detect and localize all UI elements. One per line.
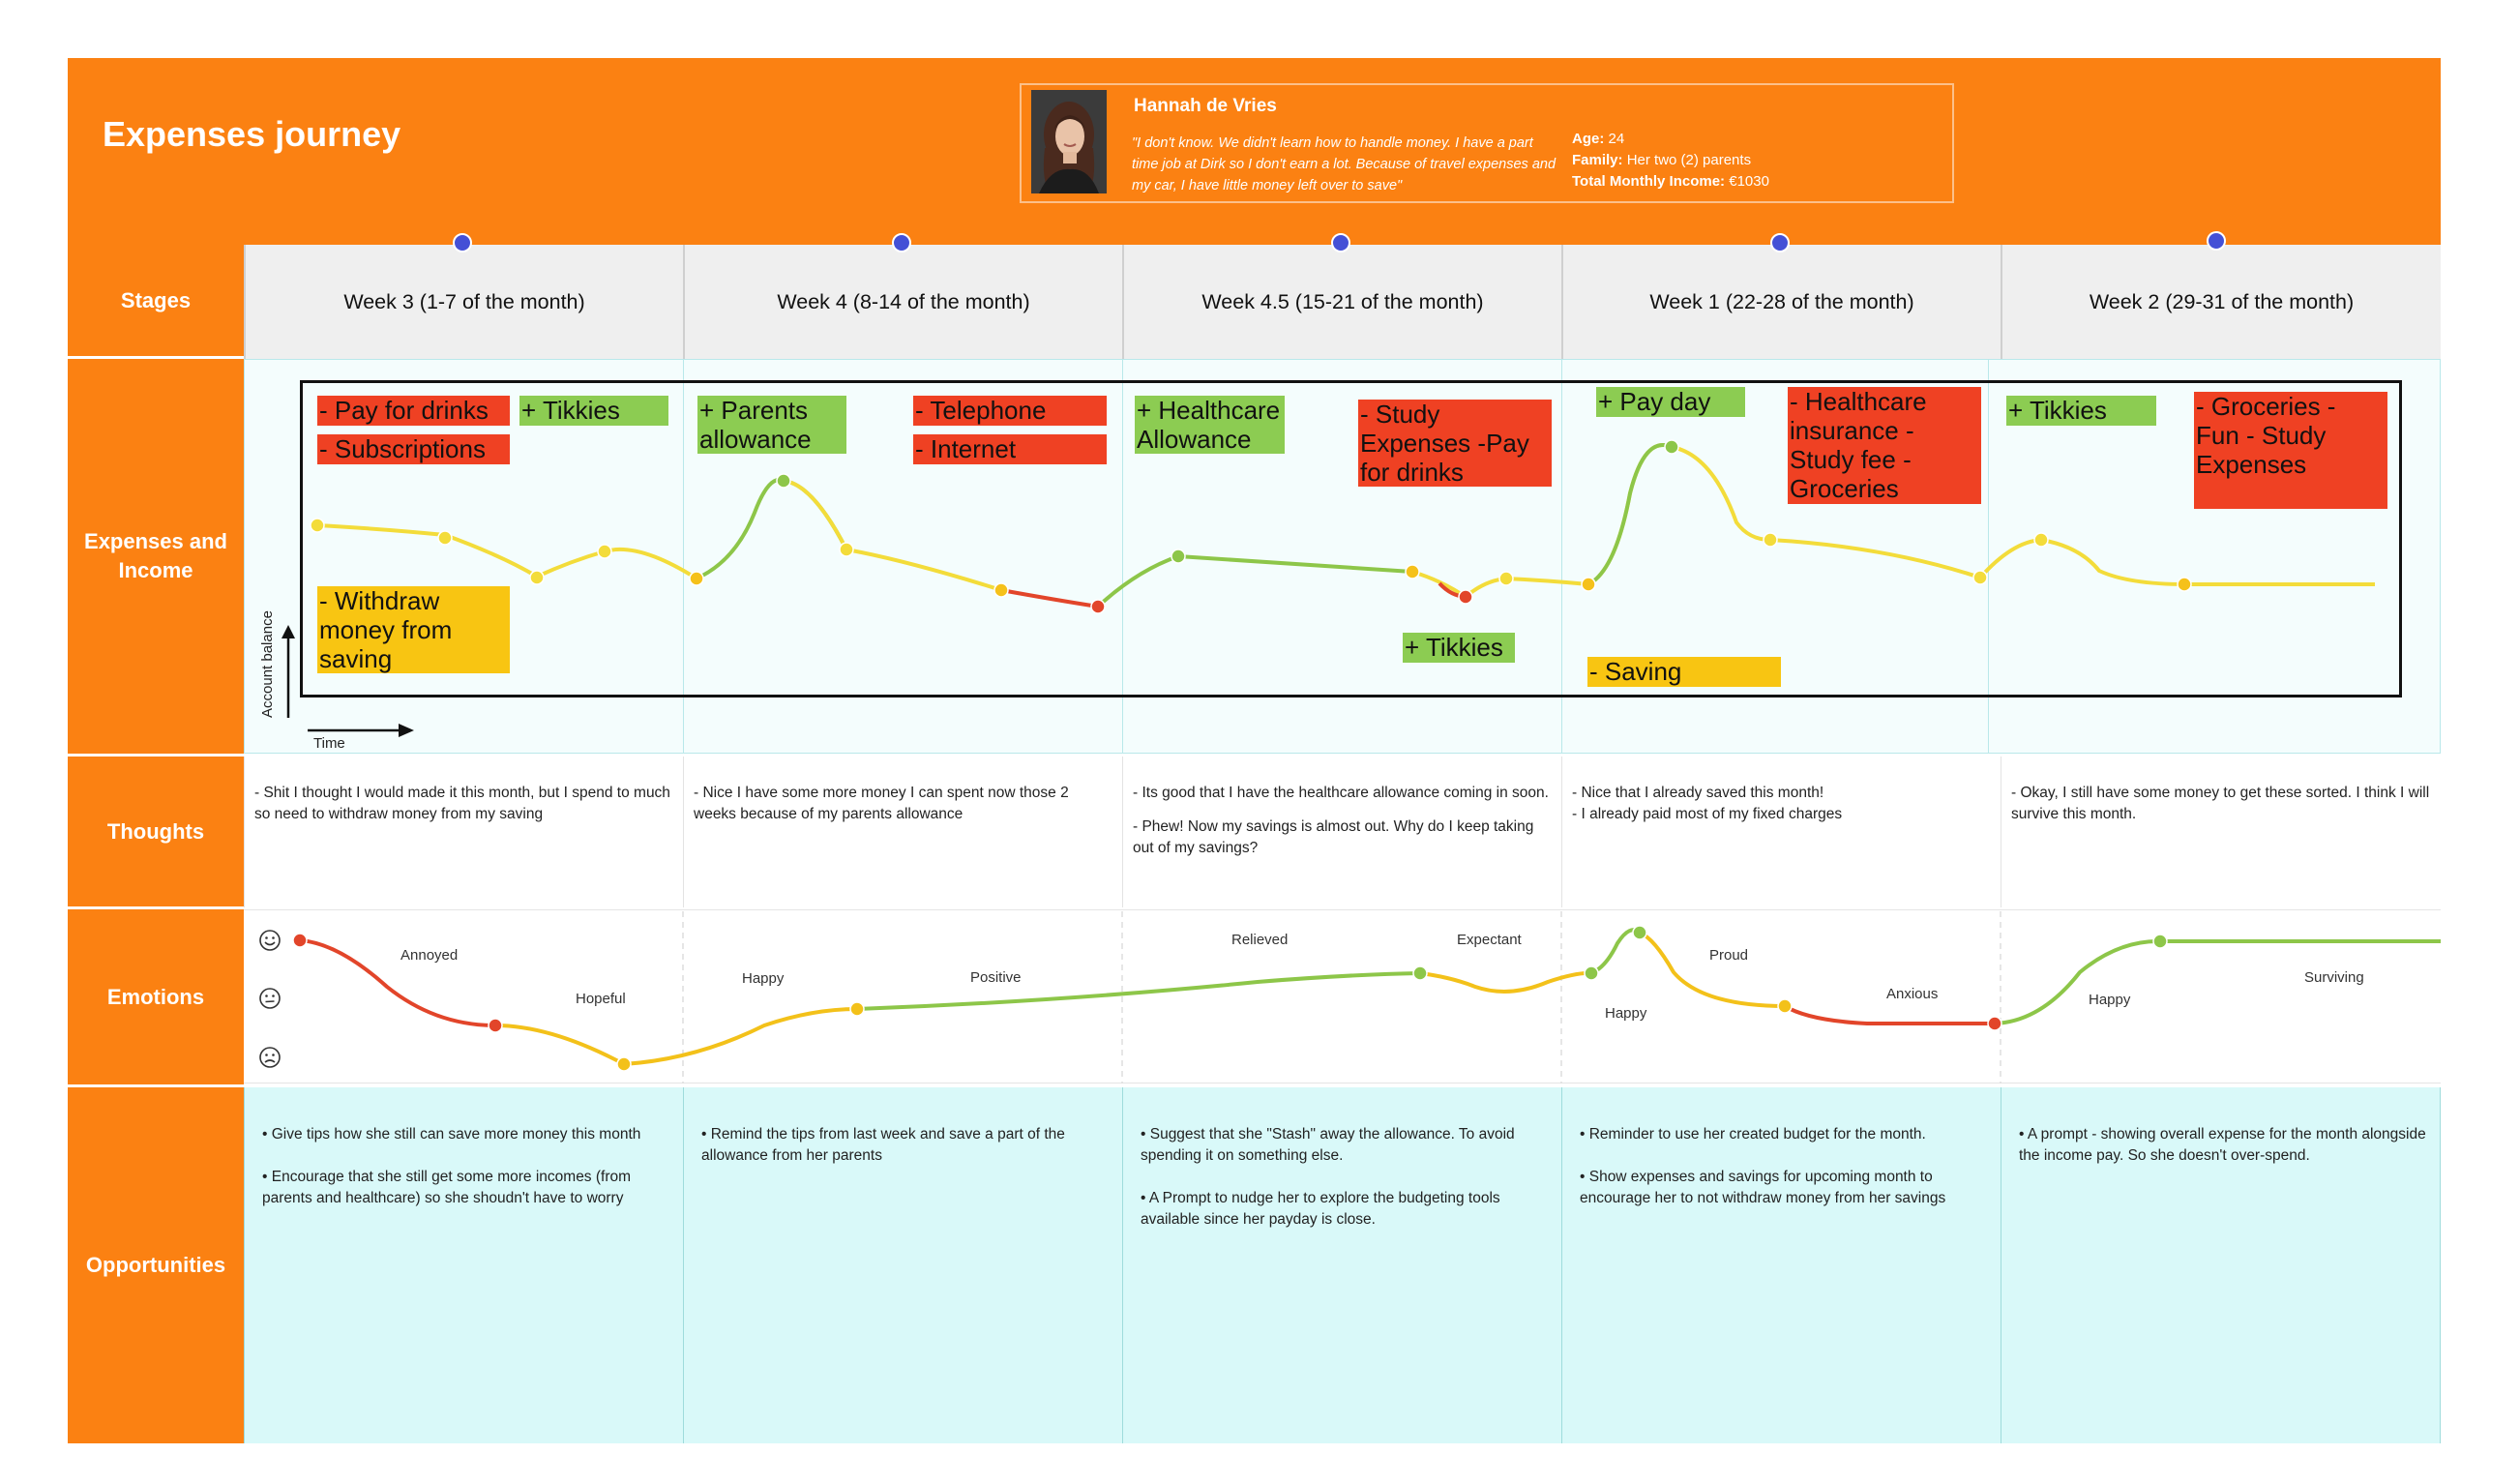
column-divider: [1122, 359, 1123, 754]
persona-info: Age: 24 Family: Her two (2) parents Tota…: [1572, 129, 1769, 193]
row-label-expenses: Expenses and Income: [68, 359, 244, 757]
emotion-label: Annoyed: [400, 947, 459, 964]
persona-photo-icon: [1031, 90, 1107, 193]
thought-text: - Shit I thought I would made it this mo…: [254, 785, 670, 822]
opportunity-text: • A Prompt to nudge her to explore the b…: [1141, 1190, 1500, 1228]
row-label-emotions: Emotions: [68, 909, 244, 1087]
stage-cell: Week 1 (22-28 of the month): [1561, 245, 2001, 359]
income-value: €1030: [1729, 173, 1769, 190]
page-title: Expenses journey: [103, 114, 401, 154]
emotion-label: Hopeful: [576, 991, 626, 1007]
opportunity-text: • Remind the tips from last week and sav…: [701, 1126, 1065, 1164]
emotion-label: Positive: [970, 969, 1022, 986]
thought-text: - Phew! Now my savings is almost out. Wh…: [1133, 818, 1534, 856]
emotion-curve: [292, 911, 2441, 1083]
expense-sticky: - Subscriptions: [317, 434, 510, 464]
income-sticky: + Tikkies: [519, 396, 668, 426]
income-sticky: + Pay day: [1596, 387, 1745, 417]
row-label-stages: Stages: [68, 245, 244, 359]
expense-sticky: - Pay for drinks: [317, 396, 510, 426]
expense-sticky: - Study Expenses -Pay for drinks: [1358, 400, 1552, 487]
opportunity-text: • Reminder to use her created budget for…: [1580, 1126, 1926, 1143]
thought-cell: - Nice I have some more money I can spen…: [683, 757, 1122, 907]
opportunity-text: • A prompt - showing overall expense for…: [2019, 1126, 2426, 1164]
sad-face-icon: [259, 1047, 281, 1068]
age-value: 24: [1608, 131, 1625, 147]
stage-cell: Week 3 (1-7 of the month): [244, 245, 683, 359]
thought-text: - Nice I have some more money I can spen…: [694, 785, 1069, 822]
persona-quote: "I don't know. We didn't learn how to ha…: [1132, 135, 1556, 193]
emotion-label: Happy: [1605, 1005, 1647, 1022]
timeline-dot: [1770, 233, 1790, 252]
stage-cell: Week 4.5 (15-21 of the month): [1122, 245, 1561, 359]
income-sticky: + Parents allowance: [697, 396, 846, 454]
timeline-dot: [892, 233, 911, 252]
opportunity-text: • Show expenses and savings for upcoming…: [1580, 1169, 1946, 1206]
column-divider: [1988, 359, 1989, 754]
opportunity-text: • Suggest that she "Stash" away the allo…: [1141, 1126, 1515, 1164]
opportunity-cell: • Remind the tips from last week and sav…: [683, 1087, 1122, 1443]
family-label: Family:: [1572, 152, 1623, 168]
income-sticky: + Healthcare Allowance: [1135, 396, 1285, 454]
row-label-opportunities: Opportunities: [68, 1087, 244, 1443]
expense-sticky: - Groceries - Fun - Study Expenses: [2194, 392, 2387, 509]
thought-text: - Okay, I still have some money to get t…: [2011, 785, 2430, 822]
emotion-label: Relieved: [1231, 932, 1289, 948]
opportunity-text: • Encourage that she still get some more…: [262, 1169, 632, 1206]
avatar: [1031, 90, 1107, 193]
opportunity-cell: • A prompt - showing overall expense for…: [2001, 1087, 2441, 1443]
opportunity-text: • Give tips how she still can save more …: [262, 1126, 641, 1143]
stage-cell: Week 2 (29-31 of the month): [2001, 245, 2441, 359]
expense-sticky: - Healthcare insurance - Study fee - Gro…: [1788, 387, 1981, 504]
emotion-label: Anxious: [1886, 986, 1939, 1002]
timeline-dot: [2207, 231, 2226, 251]
persona-name: Hannah de Vries: [1134, 96, 1277, 116]
thought-text: - I already paid most of my fixed charge…: [1572, 806, 1843, 822]
emotion-label: Proud: [1709, 947, 1749, 964]
emotion-label: Happy: [2089, 992, 2131, 1008]
emotion-label: Expectant: [1457, 932, 1522, 948]
y-axis-label: Account balance: [259, 610, 276, 718]
timeline-dot: [453, 233, 472, 252]
opportunity-cell: • Suggest that she "Stash" away the allo…: [1122, 1087, 1561, 1443]
emotions-area: [244, 909, 2441, 1083]
thought-cell: - Nice that I already saved this month! …: [1561, 757, 2001, 907]
age-label: Age:: [1572, 131, 1605, 147]
header-banner: [68, 58, 2441, 245]
expense-sticky: - Telephone: [913, 396, 1107, 426]
happy-face-icon: [259, 930, 281, 951]
expense-sticky: - Internet: [913, 434, 1107, 464]
income-label: Total Monthly Income:: [1572, 173, 1726, 190]
emotion-label: Happy: [742, 970, 785, 987]
column-divider: [1561, 359, 1562, 754]
thought-cell: - Its good that I have the healthcare al…: [1122, 757, 1561, 907]
timeline-dot: [1331, 233, 1350, 252]
column-divider: [683, 359, 684, 754]
thought-cell: - Shit I thought I would made it this mo…: [244, 757, 683, 907]
thought-text: - Its good that I have the healthcare al…: [1133, 785, 1549, 801]
thought-text: - Nice that I already saved this month!: [1572, 785, 1824, 801]
x-axis-label: Time: [313, 735, 345, 752]
neutral-face-icon: [259, 988, 281, 1009]
balance-chart-frame: [300, 380, 2402, 697]
income-sticky: + Tikkies: [1403, 633, 1515, 663]
opportunity-cell: • Give tips how she still can save more …: [244, 1087, 683, 1443]
saving-sticky: - Saving: [1587, 657, 1781, 687]
withdraw-sticky: - Withdraw money from saving: [317, 586, 510, 673]
balance-curve: [282, 439, 2375, 737]
opportunity-cell: • Reminder to use her created budget for…: [1561, 1087, 2001, 1443]
row-label-thoughts: Thoughts: [68, 757, 244, 909]
stage-cell: Week 4 (8-14 of the month): [683, 245, 1122, 359]
thought-cell: - Okay, I still have some money to get t…: [2001, 757, 2441, 907]
emotion-label: Surviving: [2304, 969, 2364, 986]
income-sticky: + Tikkies: [2006, 396, 2156, 426]
family-value: Her two (2) parents: [1626, 152, 1752, 168]
persona-card: [1020, 83, 1954, 203]
